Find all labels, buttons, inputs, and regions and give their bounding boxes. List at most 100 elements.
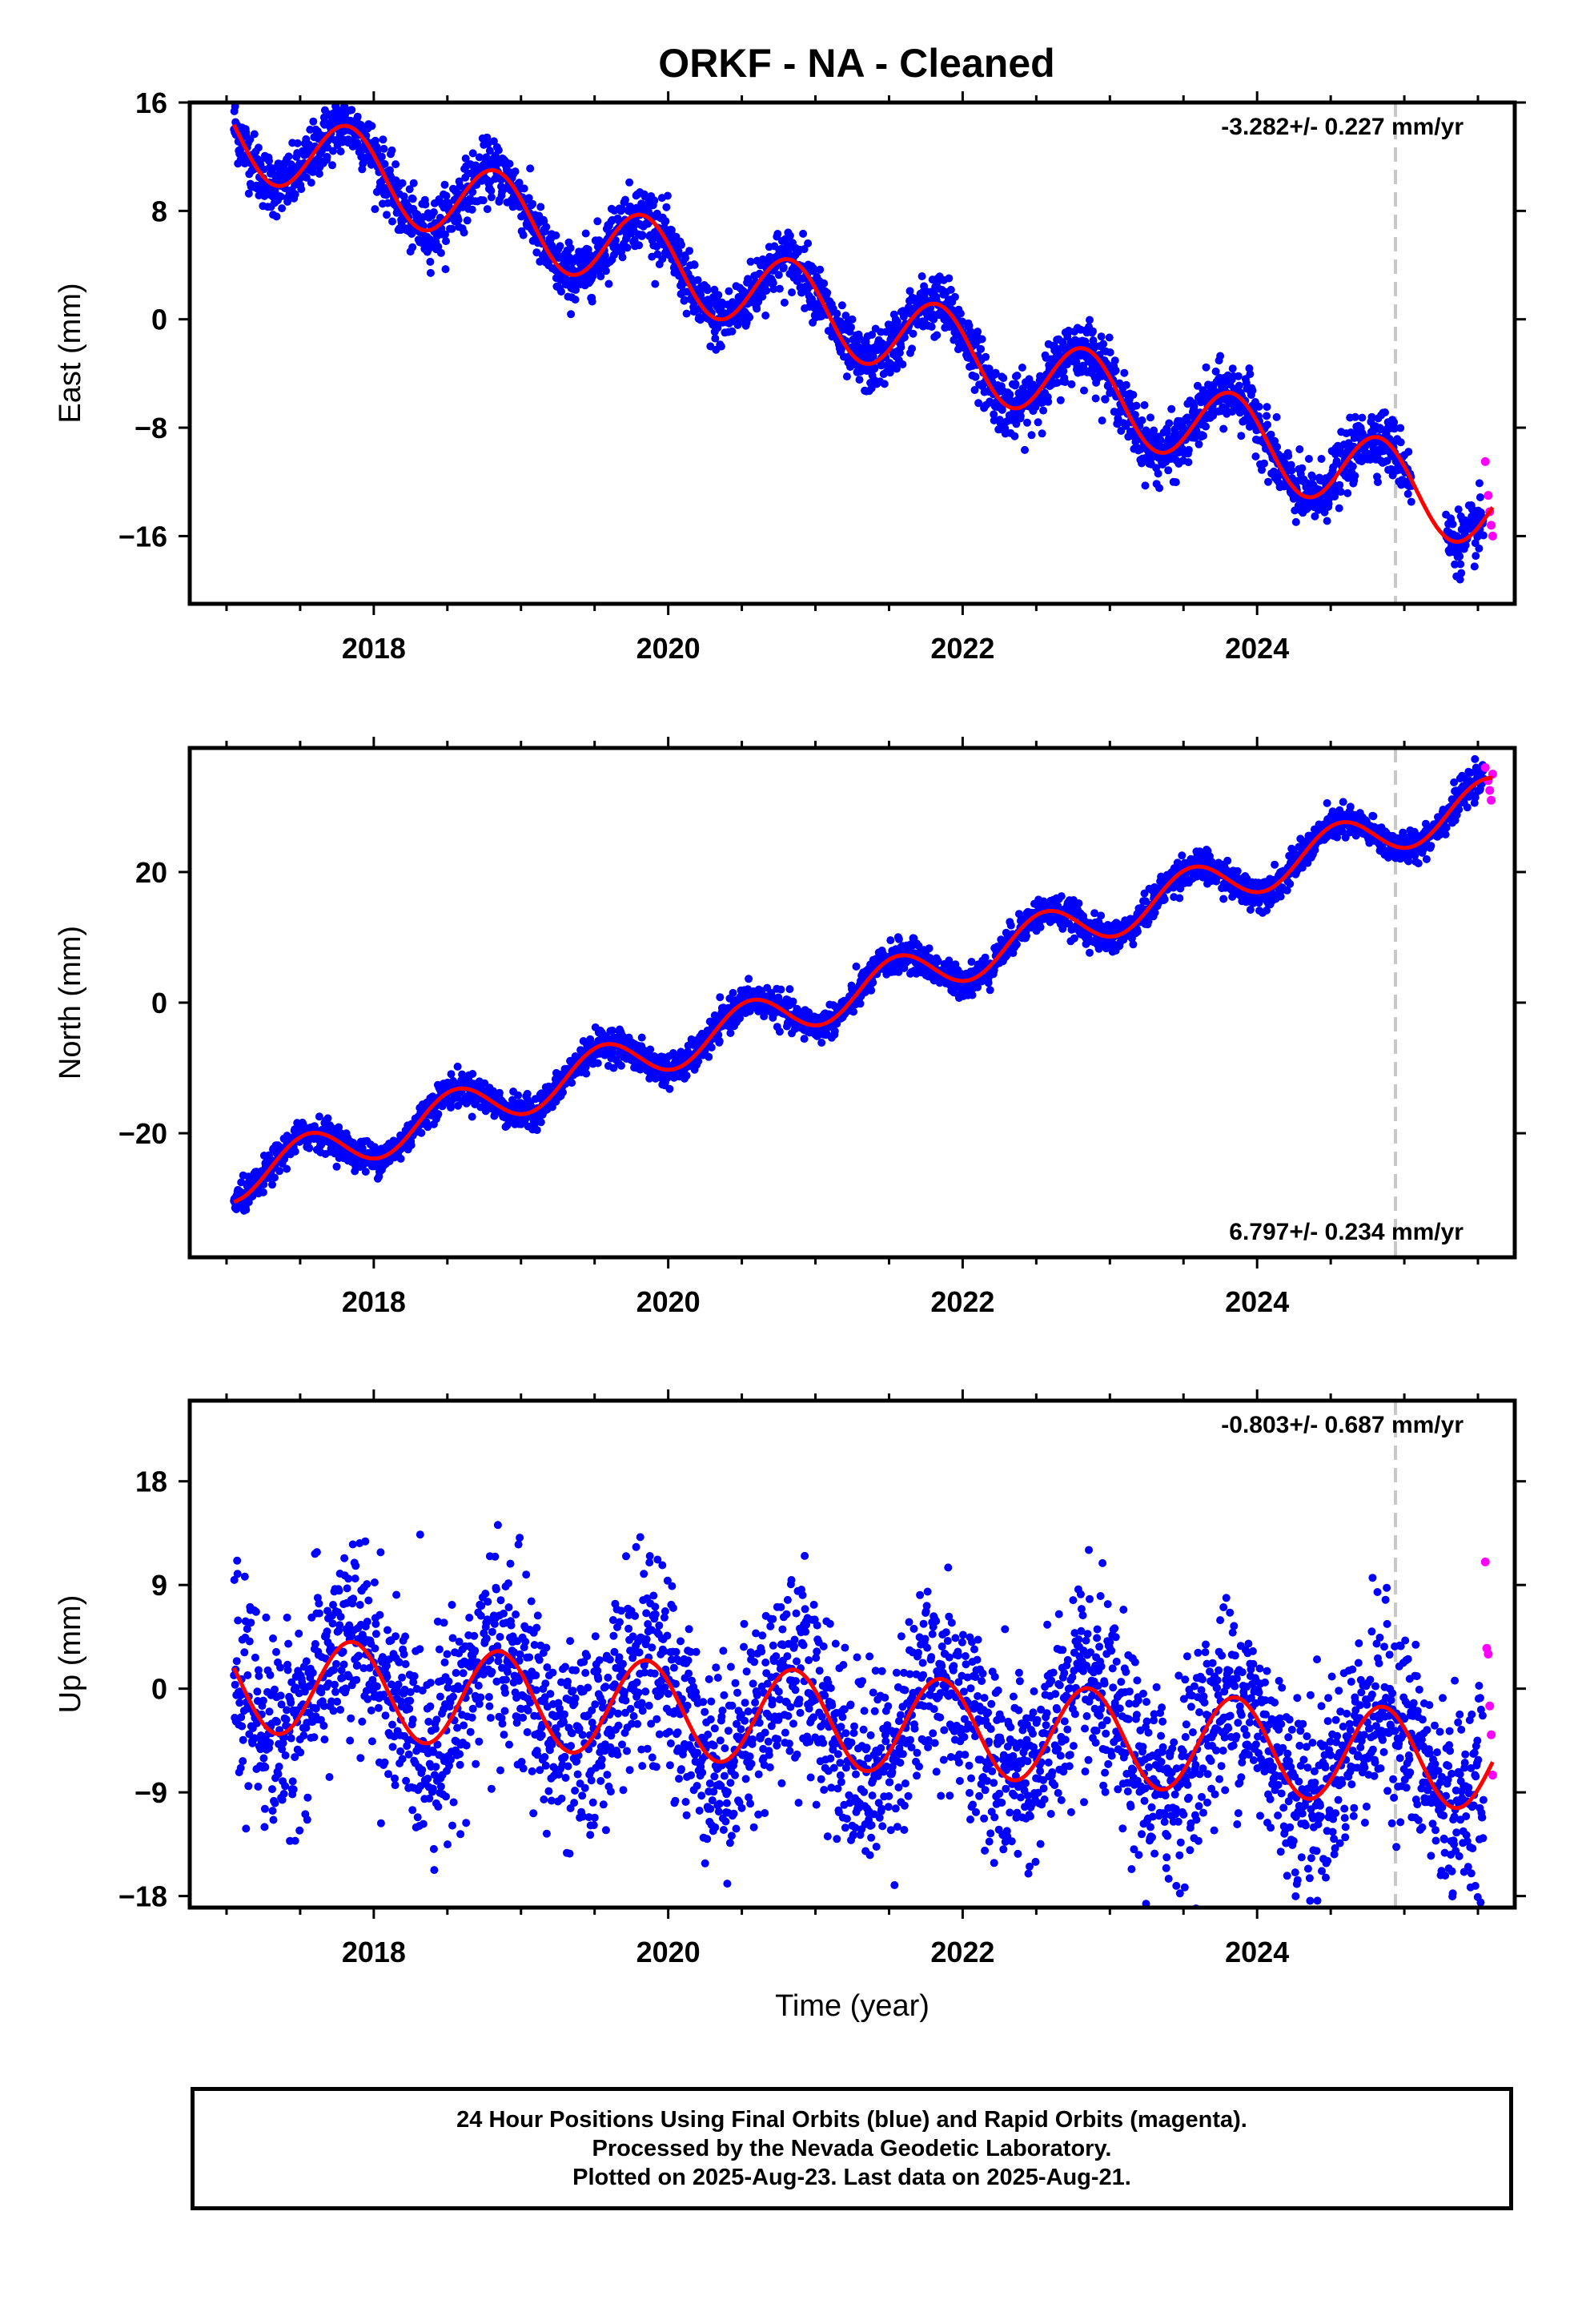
data-point [456, 182, 464, 191]
data-point [982, 352, 990, 361]
data-point [307, 179, 315, 187]
data-point [1081, 337, 1090, 346]
data-point [954, 345, 962, 354]
data-point [276, 192, 285, 201]
data-point [800, 245, 809, 254]
data-point [475, 153, 484, 162]
data-point [833, 309, 841, 318]
data-point [571, 296, 580, 304]
data-point [308, 167, 317, 176]
data-point [1461, 541, 1470, 549]
data-point [495, 1088, 504, 1097]
data-point [1099, 340, 1108, 348]
data-point [1284, 452, 1293, 460]
data-point [1091, 394, 1100, 403]
data-point [856, 999, 865, 1008]
data-point [448, 224, 456, 233]
data-point [519, 231, 528, 239]
data-point [306, 125, 315, 134]
data-point [623, 243, 632, 252]
data-point [898, 360, 907, 368]
data-point [442, 237, 450, 246]
data-point [398, 179, 407, 187]
data-point [968, 991, 977, 999]
data-point [494, 146, 503, 155]
data-point [690, 260, 699, 269]
data-point [323, 1114, 332, 1123]
data-point [894, 935, 903, 943]
data-point [408, 243, 417, 251]
data-point [441, 230, 449, 239]
data-point [775, 1027, 784, 1036]
data-point [917, 272, 926, 280]
data-point [426, 257, 435, 266]
data-point [608, 1026, 616, 1035]
data-point [388, 217, 396, 226]
data-point [242, 1205, 251, 1214]
data-point [1216, 352, 1225, 360]
data-point [484, 139, 492, 148]
data-point [1456, 560, 1465, 569]
data-point [447, 1070, 456, 1079]
data-point [746, 257, 755, 266]
data-point [291, 190, 299, 199]
data-point [1263, 412, 1271, 420]
data-point [777, 985, 785, 994]
data-point [728, 327, 737, 336]
data-point [933, 331, 942, 340]
data-point [1404, 448, 1413, 456]
data-point [434, 243, 443, 251]
data-point [408, 195, 417, 203]
data-point [849, 1007, 857, 1016]
data-point [1396, 438, 1405, 447]
data-point [250, 130, 259, 139]
data-point [950, 292, 959, 301]
data-point [1263, 420, 1271, 429]
data-point [272, 212, 281, 221]
data-point [407, 1141, 416, 1149]
data-point [799, 229, 808, 238]
data-point [566, 243, 575, 252]
data-point [383, 211, 391, 219]
data-point [703, 286, 712, 295]
data-point [847, 323, 855, 332]
data-point [1473, 533, 1482, 541]
data-point [1202, 422, 1210, 431]
data-point [1396, 424, 1405, 432]
data-point [1101, 395, 1110, 404]
data-point [855, 376, 864, 384]
data-point [726, 1029, 735, 1037]
data-point [1246, 370, 1255, 379]
data-point [271, 1173, 279, 1182]
data-point [830, 1027, 839, 1035]
data-point [1358, 413, 1367, 422]
data-point [361, 1168, 370, 1176]
data-point [823, 288, 832, 297]
data-point [1454, 505, 1463, 514]
data-point [1013, 372, 1022, 380]
data-point [400, 192, 408, 201]
data-point [611, 236, 620, 244]
data-point [1367, 412, 1376, 421]
data-point [852, 962, 861, 971]
rapid-data-point [1484, 491, 1493, 501]
data-point [380, 159, 389, 168]
data-point [1184, 458, 1193, 467]
data-point [1295, 445, 1304, 453]
data-point [1165, 419, 1174, 428]
data-point [905, 287, 914, 296]
data-point [677, 240, 685, 249]
data-point [593, 1059, 602, 1068]
data-point [483, 133, 492, 142]
data-point [559, 1088, 567, 1096]
data-point [693, 275, 702, 284]
data-point [1171, 478, 1180, 487]
data-point [259, 1188, 267, 1196]
data-point [600, 251, 609, 259]
data-point [1023, 418, 1031, 427]
data-point [468, 205, 476, 214]
data-point [1130, 411, 1139, 419]
data-point [1111, 366, 1120, 375]
